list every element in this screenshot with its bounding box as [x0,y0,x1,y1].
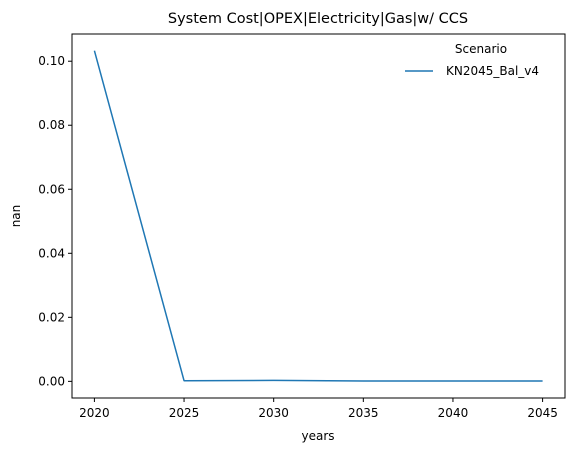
y-tick-label: 0.10 [38,54,65,68]
y-axis-label: nan [9,205,23,228]
y-tick-label: 0.00 [38,374,65,388]
x-tick-label: 2025 [169,406,200,420]
x-axis-label: years [301,429,334,443]
x-tick-label: 2020 [79,406,110,420]
x-axis: 2020 2025 2030 2035 2040 2045 [79,398,558,420]
x-tick-label: 2030 [258,406,289,420]
legend-title: Scenario [455,42,507,56]
series-line [93,50,543,382]
x-tick-label: 2040 [438,406,469,420]
x-tick-label: 2045 [527,406,558,420]
y-tick-label: 0.02 [38,310,65,324]
y-tick-label: 0.06 [38,182,65,196]
legend: Scenario KN2045_Bal_v4 [405,42,539,78]
chart-title: System Cost|OPEX|Electricity|Gas|w/ CCS [168,11,468,27]
legend-entry-label: KN2045_Bal_v4 [446,64,539,78]
y-tick-label: 0.08 [38,118,65,132]
y-tick-label: 0.04 [38,246,65,260]
x-tick-label: 2035 [348,406,379,420]
plot-frame [71,33,566,399]
plot-area [93,50,543,382]
y-axis: 0.00 0.02 0.04 0.06 0.08 0.10 [38,54,72,388]
